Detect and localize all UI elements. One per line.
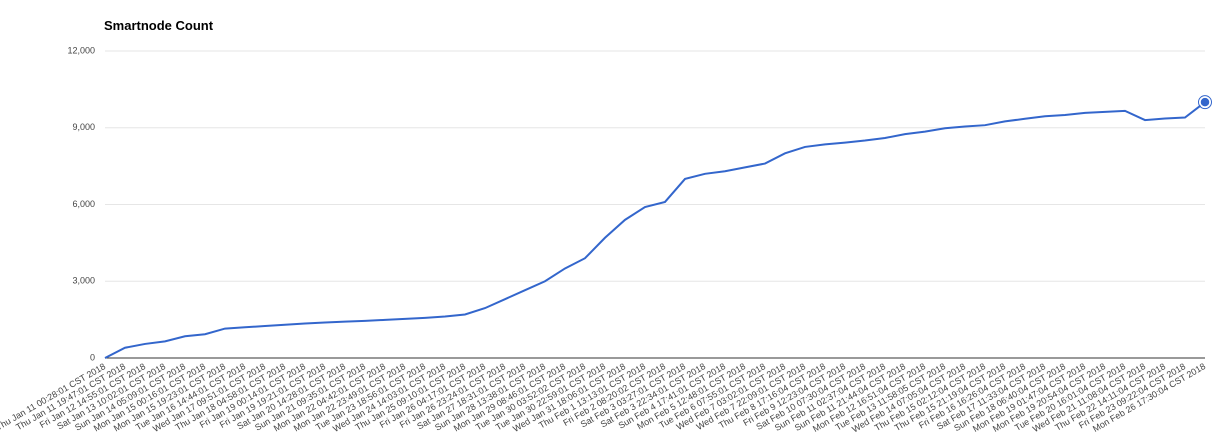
point	[1199, 96, 1211, 108]
y-tick-label: 9,000	[72, 122, 95, 132]
point-ring	[1198, 95, 1212, 110]
y-tick-label: 6,000	[72, 199, 95, 209]
y-tick-label: 3,000	[72, 276, 95, 286]
line	[104, 101, 1206, 359]
y-tick-label: 12,000	[67, 45, 95, 55]
chart-title: Smartnode Count	[104, 18, 214, 33]
y-tick-label: 0	[90, 352, 95, 362]
